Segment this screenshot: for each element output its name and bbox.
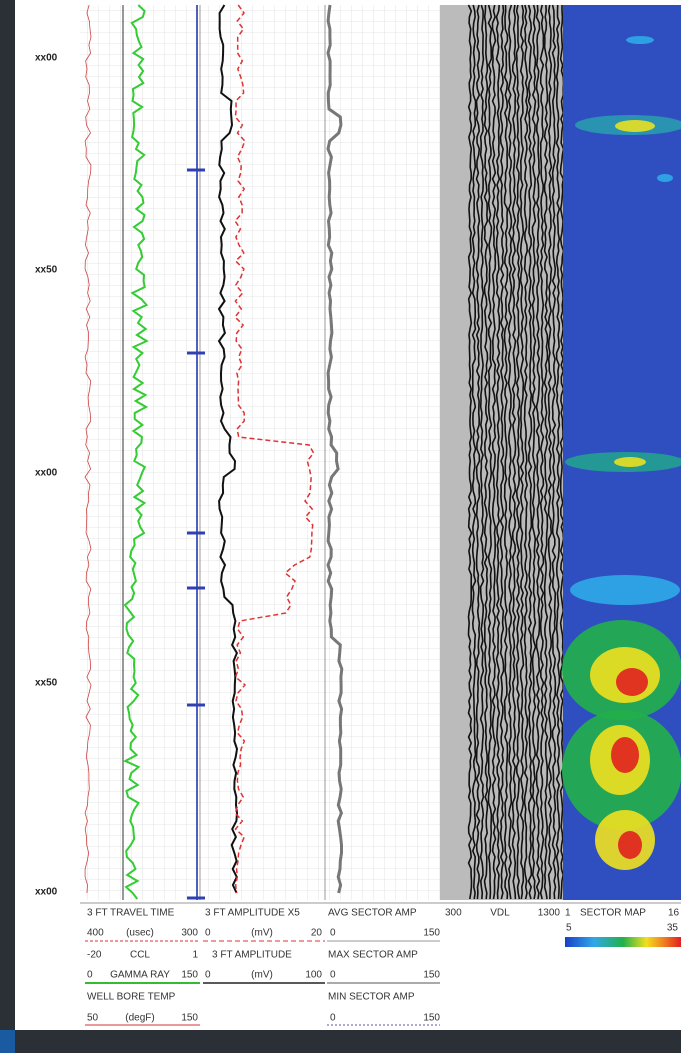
header-min: -20 — [87, 950, 102, 961]
map-blob — [570, 575, 680, 605]
header-max: 150 — [181, 970, 198, 981]
depth-label: xx00 — [35, 53, 58, 64]
header-max: 100 — [305, 970, 322, 981]
vdl-wave — [487, 4, 493, 900]
map-blob — [615, 120, 655, 132]
header-unit: (usec) — [126, 928, 154, 939]
header-max: 20 — [311, 928, 323, 939]
grid — [80, 5, 440, 900]
vdl-wave — [531, 4, 537, 900]
vdl-wave — [467, 4, 473, 900]
header-name: MIN SECTOR AMP — [328, 992, 415, 1003]
vdl-wave — [503, 4, 509, 900]
vdl-wave — [523, 4, 529, 900]
vdl-wave — [471, 4, 477, 900]
header-unit: (degF) — [125, 1013, 154, 1024]
vdl-wave — [495, 4, 501, 900]
gamma-ray — [123, 4, 149, 900]
header-name: GAMMA RAY — [110, 970, 170, 981]
vdl-wave — [555, 4, 561, 900]
header-min: 300 — [445, 908, 462, 919]
header-min: 0 — [205, 970, 211, 981]
header-name: VDL — [490, 908, 510, 919]
header-max: 300 — [181, 928, 198, 939]
vdl-wave — [539, 4, 545, 900]
header-min: 50 — [87, 1013, 99, 1024]
vdl-wave — [475, 4, 481, 900]
header-min: 0 — [330, 970, 336, 981]
amplitude-x5 — [234, 4, 315, 894]
header-min: 1 — [565, 908, 571, 919]
depth-label: xx50 — [35, 678, 58, 689]
header-max: 16 — [668, 908, 680, 919]
map-blob — [616, 668, 648, 696]
depth-label: xx00 — [35, 887, 58, 898]
map-blob — [657, 174, 673, 182]
header-unit: (mV) — [251, 928, 273, 939]
header-max: 150 — [181, 1013, 198, 1024]
vdl-wave — [519, 4, 525, 900]
scale-min: 5 — [566, 923, 572, 934]
map-blob — [611, 737, 639, 773]
vdl-wave — [543, 4, 549, 900]
vdl-wave — [527, 4, 533, 900]
header-name: SECTOR MAP — [580, 908, 646, 919]
header-name: MAX SECTOR AMP — [328, 950, 418, 961]
vdl-wave — [483, 4, 489, 900]
header-min: 0 — [330, 1013, 336, 1024]
depth-label: xx00 — [35, 468, 58, 479]
header-name: 3 FT AMPLITUDE — [212, 950, 292, 961]
header-min: 0 — [330, 928, 336, 939]
map-blob — [618, 831, 642, 859]
corner-accent — [0, 1030, 15, 1053]
vdl-wave — [559, 5, 565, 900]
header-max: 150 — [423, 1013, 440, 1024]
vdl-wave — [551, 4, 557, 900]
ccl — [84, 4, 92, 894]
curves — [84, 4, 344, 900]
vdl-wave — [499, 4, 505, 900]
depth-label: xx50 — [35, 265, 58, 276]
header-name: CCL — [130, 950, 150, 961]
vdl-wave — [547, 4, 553, 900]
vdl-wave — [491, 4, 497, 900]
header-max: 1300 — [538, 908, 561, 919]
map-blob — [614, 457, 646, 467]
vdl-wave — [511, 4, 517, 900]
vdl-wave — [515, 4, 521, 900]
header-name: AVG SECTOR AMP — [328, 908, 417, 919]
header-min: 0 — [87, 970, 93, 981]
vdl-wave — [535, 4, 541, 900]
header-unit: (mV) — [251, 970, 273, 981]
amplitude — [217, 4, 239, 894]
vdl-wave — [507, 4, 513, 900]
header-name: 3 FT AMPLITUDE X5 — [205, 908, 300, 919]
sector-map-blobs — [562, 36, 681, 870]
sector-amp — [326, 4, 344, 894]
header-min: 0 — [205, 928, 211, 939]
header-max: 150 — [423, 970, 440, 981]
vdl-waves — [467, 4, 565, 900]
scale-max: 35 — [667, 923, 679, 934]
header-min: 400 — [87, 928, 104, 939]
color-scale — [565, 937, 681, 947]
header-name: 3 FT TRAVEL TIME — [87, 908, 175, 919]
map-blob — [626, 36, 654, 44]
header-max: 1 — [192, 950, 198, 961]
vdl-wave — [479, 4, 485, 900]
header-max: 150 — [423, 928, 440, 939]
header-name: WELL BORE TEMP — [87, 992, 176, 1003]
